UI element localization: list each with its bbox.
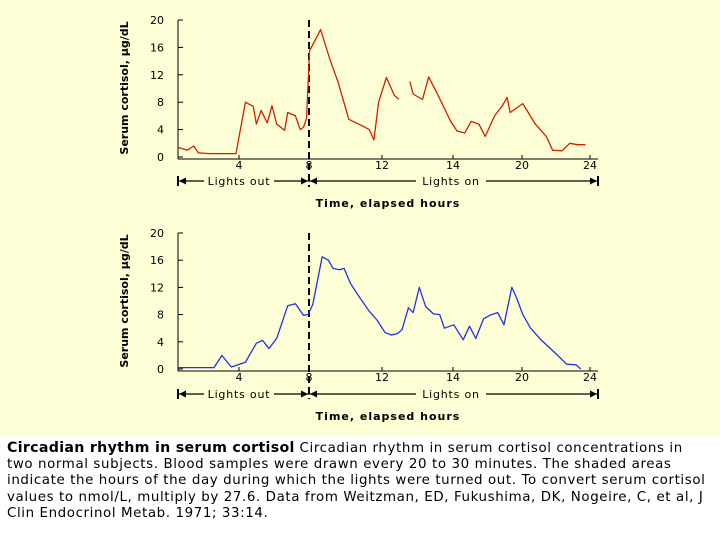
x-axis-label: Time, elapsed hours bbox=[316, 197, 461, 210]
series-line bbox=[177, 28, 400, 155]
x-tick-label: 14 bbox=[446, 371, 460, 384]
y-tick-label: 0 bbox=[157, 363, 164, 376]
arrow-head bbox=[179, 390, 186, 398]
figure-caption: Circadian rhythm in serum cortisol Circa… bbox=[7, 440, 713, 522]
lights-on-label: Lights on bbox=[422, 175, 480, 188]
x-tick-label: 24 bbox=[583, 371, 597, 384]
y-tick-label: 4 bbox=[157, 124, 164, 137]
y-axis-label: Serum cortisol, µg/dL bbox=[118, 234, 131, 367]
y-tick-label: 20 bbox=[150, 227, 164, 240]
series-line bbox=[178, 256, 582, 370]
arrow-head bbox=[301, 390, 308, 398]
y-tick-label: 12 bbox=[150, 281, 164, 294]
arrow-head bbox=[310, 177, 317, 185]
arrow-head bbox=[179, 177, 186, 185]
x-tick-label: 20 bbox=[515, 159, 529, 172]
caption-body: Circadian rhythm in serum cortisol conce… bbox=[7, 441, 706, 521]
y-axis-label: Serum cortisol, µg/dL bbox=[118, 21, 131, 154]
caption-title: Circadian rhythm in serum cortisol bbox=[7, 440, 295, 456]
y-tick-label: 4 bbox=[157, 336, 164, 349]
x-tick-label: 24 bbox=[583, 159, 597, 172]
y-tick-label: 0 bbox=[157, 151, 164, 164]
lights-out-label: Lights out bbox=[208, 388, 271, 401]
x-tick-label: 14 bbox=[446, 159, 460, 172]
x-tick-label: 4 bbox=[236, 371, 243, 384]
arrow-head bbox=[301, 177, 308, 185]
lights-on-label: Lights on bbox=[422, 388, 480, 401]
y-tick-label: 16 bbox=[150, 41, 164, 54]
chart-area: 0 4 8 12 16 20 Serum cortisol, µg/dL 4 8 12 14 20 24… bbox=[0, 0, 720, 436]
y-tick-label: 16 bbox=[150, 254, 164, 267]
y-tick-label: 12 bbox=[150, 69, 164, 82]
x-tick-label: 20 bbox=[515, 371, 529, 384]
x-axis-label: Time, elapsed hours bbox=[316, 410, 461, 423]
arrow-head bbox=[590, 177, 597, 185]
x-tick-label: 4 bbox=[236, 159, 243, 172]
band-label-bg bbox=[204, 174, 274, 187]
x-tick-label: 12 bbox=[375, 371, 389, 384]
y-tick-label: 8 bbox=[157, 96, 164, 109]
x-tick-label: 12 bbox=[375, 159, 389, 172]
lights-out-label: Lights out bbox=[208, 175, 271, 188]
band-label-bg bbox=[204, 387, 274, 400]
series-line bbox=[409, 76, 586, 152]
band-label-bg bbox=[416, 387, 486, 400]
band-label-bg bbox=[416, 174, 486, 187]
chart-figure: 0 4 8 12 16 20 Serum cortisol, µg/dL 4 8 12 14 20 24… bbox=[118, 14, 599, 423]
arrow-head bbox=[590, 390, 597, 398]
y-tick-label: 8 bbox=[157, 309, 164, 322]
arrow-head bbox=[310, 390, 317, 398]
y-tick-label: 20 bbox=[150, 14, 164, 27]
